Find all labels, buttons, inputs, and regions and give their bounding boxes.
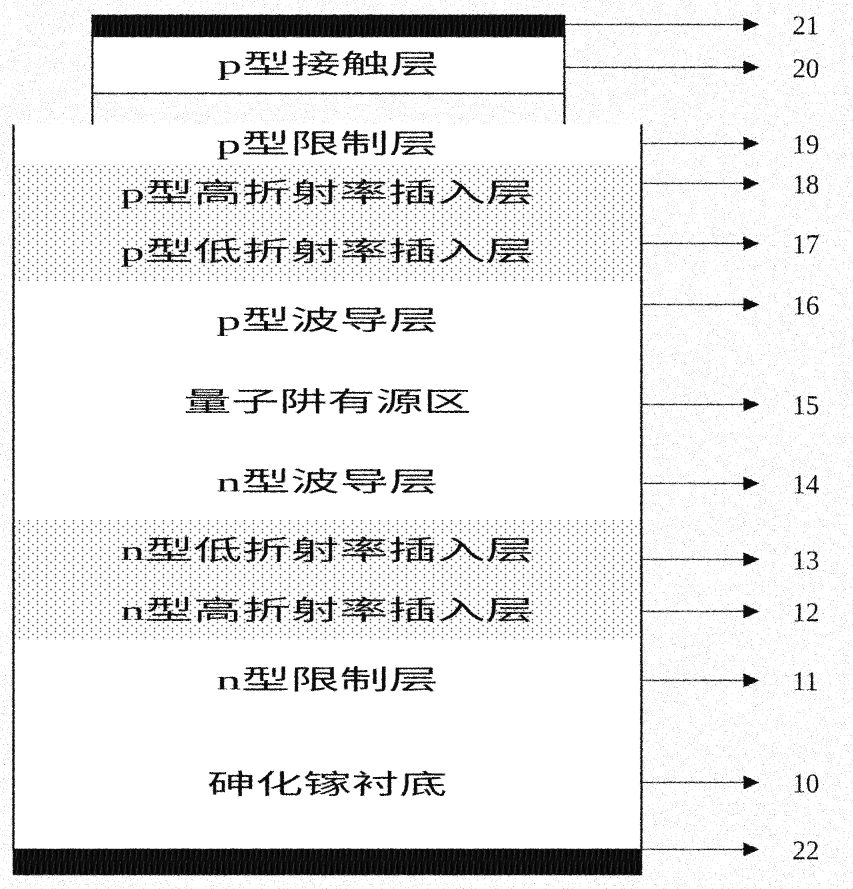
svg-text:11: 11 [792,666,818,696]
svg-text:砷化镓衬底: 砷化镓衬底 [207,770,447,800]
svg-text:n型波导层: n型波导层 [216,467,438,497]
svg-text:16: 16 [792,290,819,320]
svg-text:p型低折射率插入层: p型低折射率插入层 [120,237,534,267]
svg-text:17: 17 [792,229,819,259]
svg-text:13: 13 [792,545,819,575]
svg-text:15: 15 [792,390,819,420]
svg-text:n型限制层: n型限制层 [216,665,438,695]
svg-text:12: 12 [792,597,819,627]
svg-text:p型波导层: p型波导层 [216,306,438,336]
svg-text:22: 22 [792,835,819,865]
svg-text:p型接触层: p型接触层 [217,50,439,80]
svg-text:14: 14 [792,469,820,499]
svg-text:19: 19 [792,129,819,159]
svg-text:p型高折射率插入层: p型高折射率插入层 [120,178,534,208]
svg-text:量子阱有源区: 量子阱有源区 [183,387,471,417]
svg-text:20: 20 [792,53,819,83]
svg-text:21: 21 [792,10,819,40]
svg-text:n型低折射率插入层: n型低折射率插入层 [120,536,534,566]
svg-text:18: 18 [792,169,819,199]
svg-text:p型限制层: p型限制层 [216,129,438,159]
svg-text:10: 10 [792,768,819,798]
svg-text:n型高折射率插入层: n型高折射率插入层 [120,596,534,626]
